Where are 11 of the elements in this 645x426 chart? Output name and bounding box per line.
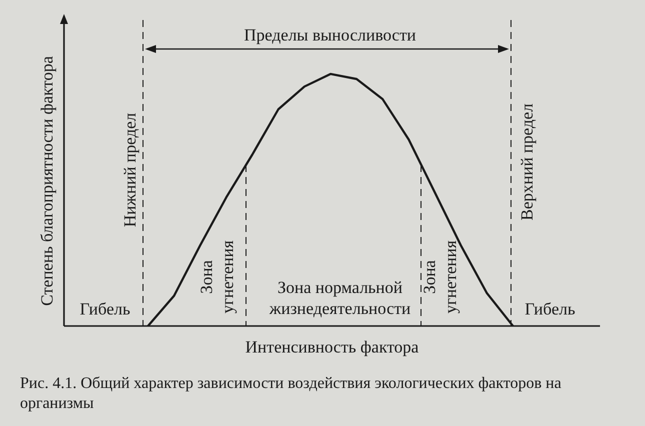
y-axis-title: Степень благоприятности фактора [37,56,56,306]
annotation: Нижний предел [120,112,140,228]
annotation: Зона угнетения [420,240,460,314]
text: Пределы выносливости [244,25,416,44]
annotation: Зона нормальной жизнедеятельности [268,278,411,318]
annotation: Зона угнетения [196,240,237,314]
text: Рис. 4.1. Общий характер зависимости воздействия экологических факторов на организмы [20,374,562,414]
annotation: Верхний предел [517,102,536,221]
text: Гибель [524,299,576,318]
x-axis-title: Интенсивность фактора [245,337,420,356]
text: Гибель [80,299,130,318]
